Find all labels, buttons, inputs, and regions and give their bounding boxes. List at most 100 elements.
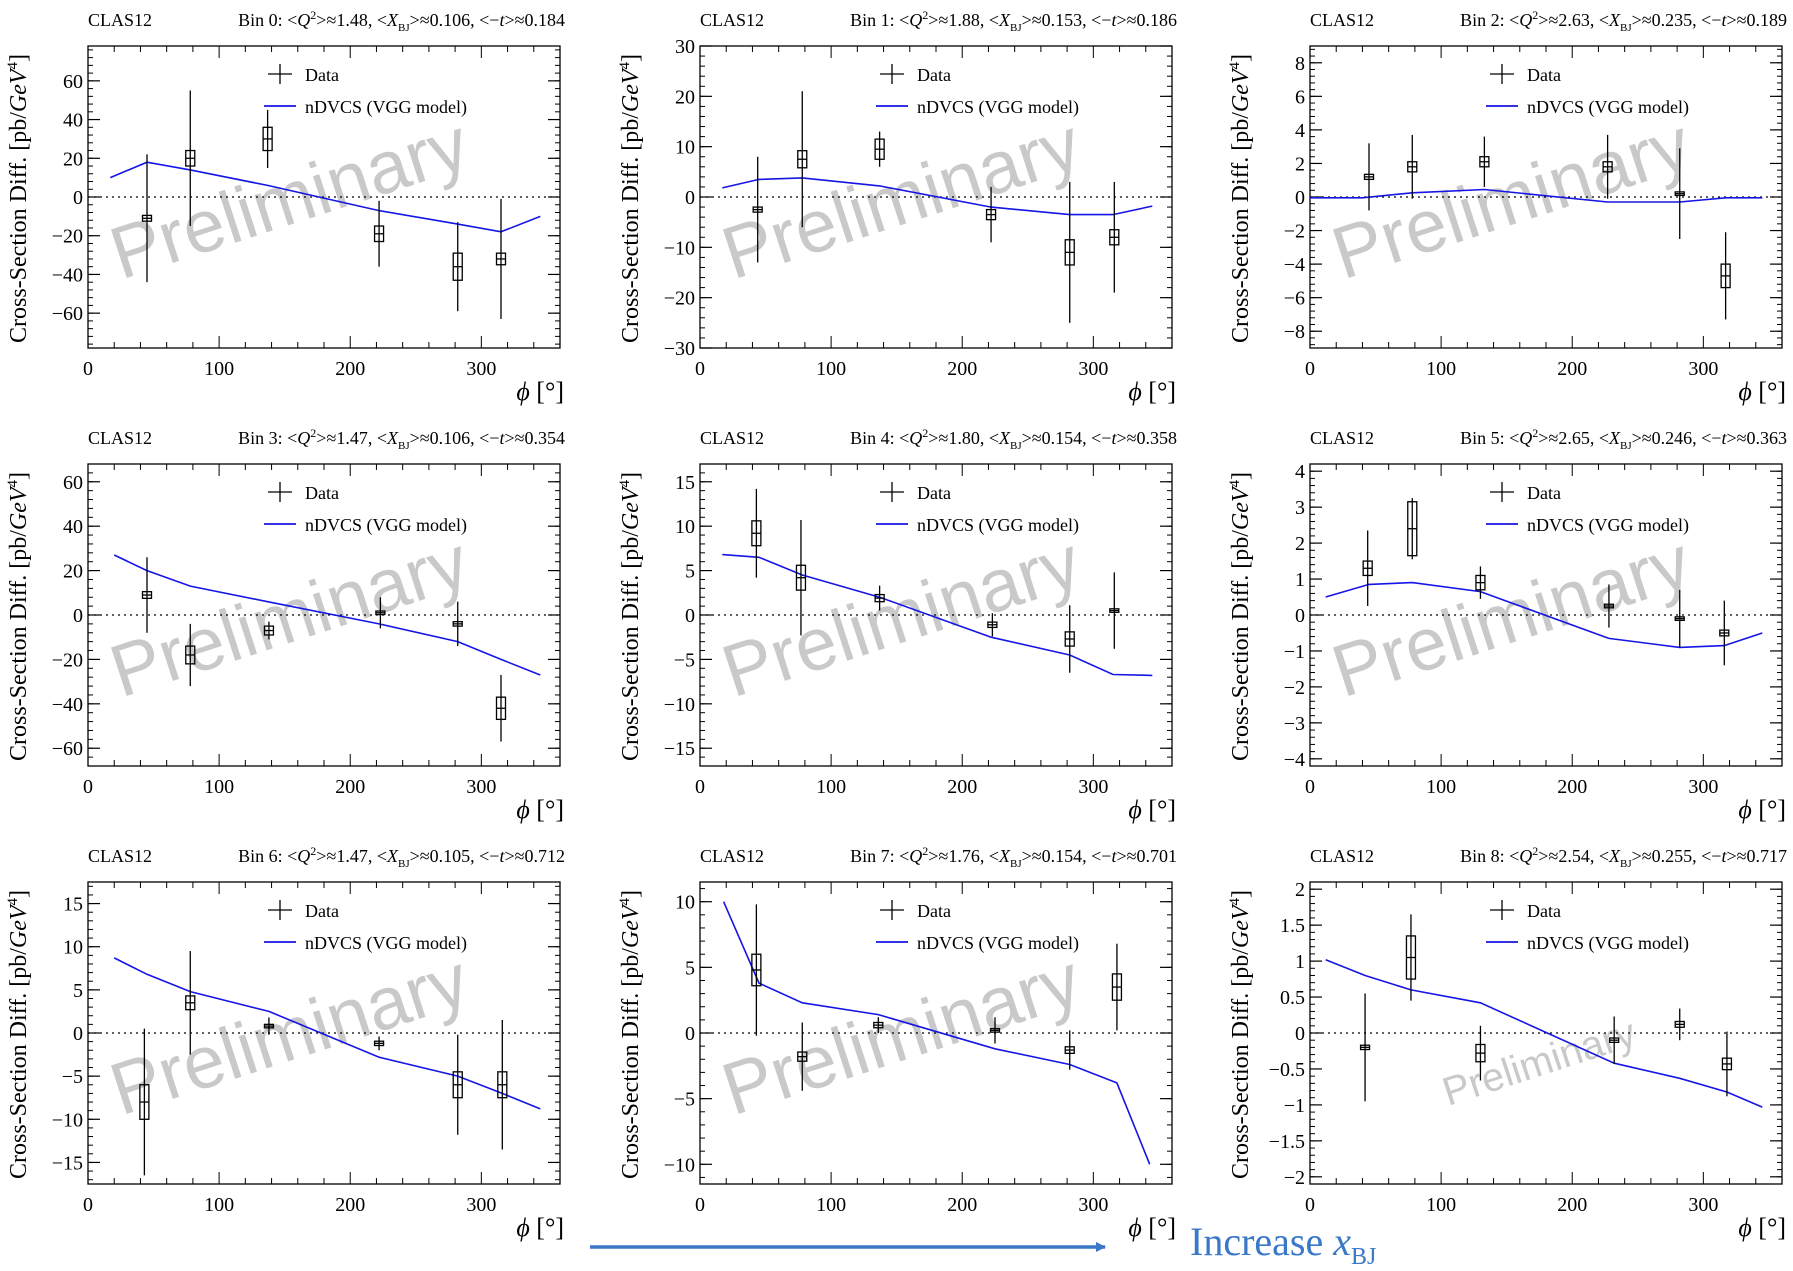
x-tick-label: 300 bbox=[1688, 776, 1718, 798]
legend-model-label: nDVCS (VGG model) bbox=[305, 515, 467, 536]
legend-model-label: nDVCS (VGG model) bbox=[917, 515, 1079, 536]
y-tick-label: −4 bbox=[1284, 749, 1305, 771]
y-tick-label: 10 bbox=[675, 892, 695, 914]
y-tick-label: 0 bbox=[73, 605, 83, 627]
experiment-label: CLAS12 bbox=[1310, 10, 1374, 30]
y-tick-label: −4 bbox=[1284, 254, 1305, 276]
x-axis-label: ϕ [°] bbox=[1738, 1213, 1786, 1242]
y-axis-label: Cross-Section Diff. [pb/GeV4] bbox=[617, 472, 644, 761]
xbj-symbol: x bbox=[1333, 1219, 1351, 1264]
x-tick-label: 100 bbox=[1426, 358, 1456, 380]
x-tick-label: 0 bbox=[695, 776, 705, 798]
chart-panel-bin-8: CLAS12 Bin 8: <Q2>≈2.54, <XBJ>≈0.255, <−t… bbox=[1227, 844, 1787, 1242]
y-tick-label: 15 bbox=[63, 894, 83, 916]
x-tick-label: 0 bbox=[1305, 358, 1315, 380]
legend-model-label: nDVCS (VGG model) bbox=[917, 97, 1079, 118]
chart-title: Bin 8: <Q2>≈2.54, <XBJ>≈0.255, <−t>≈0.71… bbox=[1460, 844, 1787, 870]
increase-xbj-label: Increase xBJ bbox=[1190, 1218, 1376, 1271]
x-tick-label: 200 bbox=[947, 776, 977, 798]
y-tick-label: 5 bbox=[73, 980, 83, 1002]
x-tick-label: 0 bbox=[1305, 776, 1315, 798]
legend-data-label: Data bbox=[1527, 483, 1561, 503]
legend-data-label: Data bbox=[305, 483, 339, 503]
x-tick-label: 300 bbox=[1688, 1194, 1718, 1216]
x-axis-label: ϕ [°] bbox=[516, 795, 564, 824]
chart-title: Bin 4: <Q2>≈1.80, <XBJ>≈0.154, <−t>≈0.35… bbox=[850, 426, 1177, 452]
x-tick-label: 300 bbox=[466, 358, 496, 380]
chart-panel-bin-1: CLAS12 Bin 1: <Q2>≈1.88, <XBJ>≈0.153, <−t… bbox=[617, 8, 1177, 406]
y-tick-label: 20 bbox=[63, 561, 83, 583]
y-tick-label: −30 bbox=[664, 338, 695, 360]
y-tick-label: 60 bbox=[63, 472, 83, 494]
chart-title: Bin 5: <Q2>≈2.65, <XBJ>≈0.246, <−t>≈0.36… bbox=[1460, 426, 1787, 452]
x-tick-label: 100 bbox=[204, 358, 234, 380]
experiment-label: CLAS12 bbox=[1310, 428, 1374, 448]
x-tick-label: 0 bbox=[83, 358, 93, 380]
y-tick-label: −60 bbox=[52, 738, 83, 760]
y-tick-label: −5 bbox=[674, 1089, 695, 1111]
y-tick-label: 1 bbox=[1295, 951, 1305, 973]
experiment-label: CLAS12 bbox=[700, 10, 764, 30]
x-axis-label: ϕ [°] bbox=[1738, 377, 1786, 406]
y-tick-label: −20 bbox=[52, 226, 83, 248]
y-tick-label: −10 bbox=[664, 1154, 695, 1176]
experiment-label: CLAS12 bbox=[1310, 846, 1374, 866]
x-tick-label: 200 bbox=[335, 358, 365, 380]
watermark: Preliminary bbox=[1322, 520, 1700, 713]
y-axis-label: Cross-Section Diff. [pb/GeV4] bbox=[5, 54, 32, 343]
y-tick-label: 0.5 bbox=[1280, 987, 1305, 1009]
x-tick-label: 200 bbox=[947, 358, 977, 380]
model-curve bbox=[113, 554, 541, 676]
y-tick-label: −40 bbox=[52, 694, 83, 716]
watermark: Preliminary bbox=[712, 938, 1090, 1131]
x-tick-label: 100 bbox=[1426, 1194, 1456, 1216]
y-tick-label: 0 bbox=[685, 1023, 695, 1045]
y-axis-label: Cross-Section Diff. [pb/GeV4] bbox=[1227, 54, 1254, 343]
y-tick-label: −20 bbox=[52, 649, 83, 671]
x-tick-label: 300 bbox=[1078, 358, 1108, 380]
x-tick-label: 300 bbox=[1078, 1194, 1108, 1216]
y-tick-label: 20 bbox=[63, 148, 83, 170]
x-tick-label: 200 bbox=[947, 1194, 977, 1216]
chart-panel-bin-0: CLAS12 Bin 0: <Q2>≈1.48, <XBJ>≈0.106, <−t… bbox=[5, 8, 565, 406]
y-tick-label: −60 bbox=[52, 303, 83, 325]
legend-data-label: Data bbox=[917, 901, 951, 921]
y-tick-label: 6 bbox=[1295, 86, 1305, 108]
watermark: Preliminary bbox=[1437, 1011, 1641, 1115]
x-tick-label: 0 bbox=[83, 1194, 93, 1216]
watermark: Preliminary bbox=[1322, 102, 1700, 295]
y-tick-label: 2 bbox=[1295, 879, 1305, 901]
y-tick-label: 4 bbox=[1295, 120, 1305, 142]
x-tick-label: 100 bbox=[816, 1194, 846, 1216]
legend-model-label: nDVCS (VGG model) bbox=[305, 933, 467, 954]
x-axis-label: ϕ [°] bbox=[1128, 795, 1176, 824]
model-curve bbox=[113, 957, 541, 1110]
legend-model-label: nDVCS (VGG model) bbox=[1527, 933, 1689, 954]
legend-data-label: Data bbox=[917, 483, 951, 503]
legend-data-label: Data bbox=[917, 65, 951, 85]
chart-panel-bin-3: CLAS12 Bin 3: <Q2>≈1.47, <XBJ>≈0.106, <−t… bbox=[5, 426, 565, 824]
watermark: Preliminary bbox=[100, 102, 478, 295]
y-tick-label: 0 bbox=[1295, 605, 1305, 627]
x-tick-label: 0 bbox=[1305, 1194, 1315, 1216]
x-tick-label: 100 bbox=[204, 1194, 234, 1216]
legend-data-label: Data bbox=[305, 901, 339, 921]
x-axis-label: ϕ [°] bbox=[1128, 377, 1176, 406]
x-tick-label: 100 bbox=[816, 776, 846, 798]
y-tick-label: 4 bbox=[1295, 461, 1305, 483]
y-tick-label: 2 bbox=[1295, 533, 1305, 555]
model-curve bbox=[1310, 188, 1763, 203]
y-tick-label: −20 bbox=[664, 288, 695, 310]
x-tick-label: 100 bbox=[816, 358, 846, 380]
y-tick-label: −15 bbox=[664, 738, 695, 760]
y-tick-label: −15 bbox=[52, 1152, 83, 1174]
legend-data-label: Data bbox=[1527, 65, 1561, 85]
y-tick-label: 30 bbox=[675, 36, 695, 58]
y-tick-label: 0 bbox=[685, 187, 695, 209]
y-tick-label: −5 bbox=[62, 1066, 83, 1088]
legend-data-label: Data bbox=[305, 65, 339, 85]
x-tick-label: 300 bbox=[1078, 776, 1108, 798]
y-tick-label: 8 bbox=[1295, 53, 1305, 75]
x-tick-label: 200 bbox=[335, 1194, 365, 1216]
y-tick-label: 15 bbox=[675, 472, 695, 494]
